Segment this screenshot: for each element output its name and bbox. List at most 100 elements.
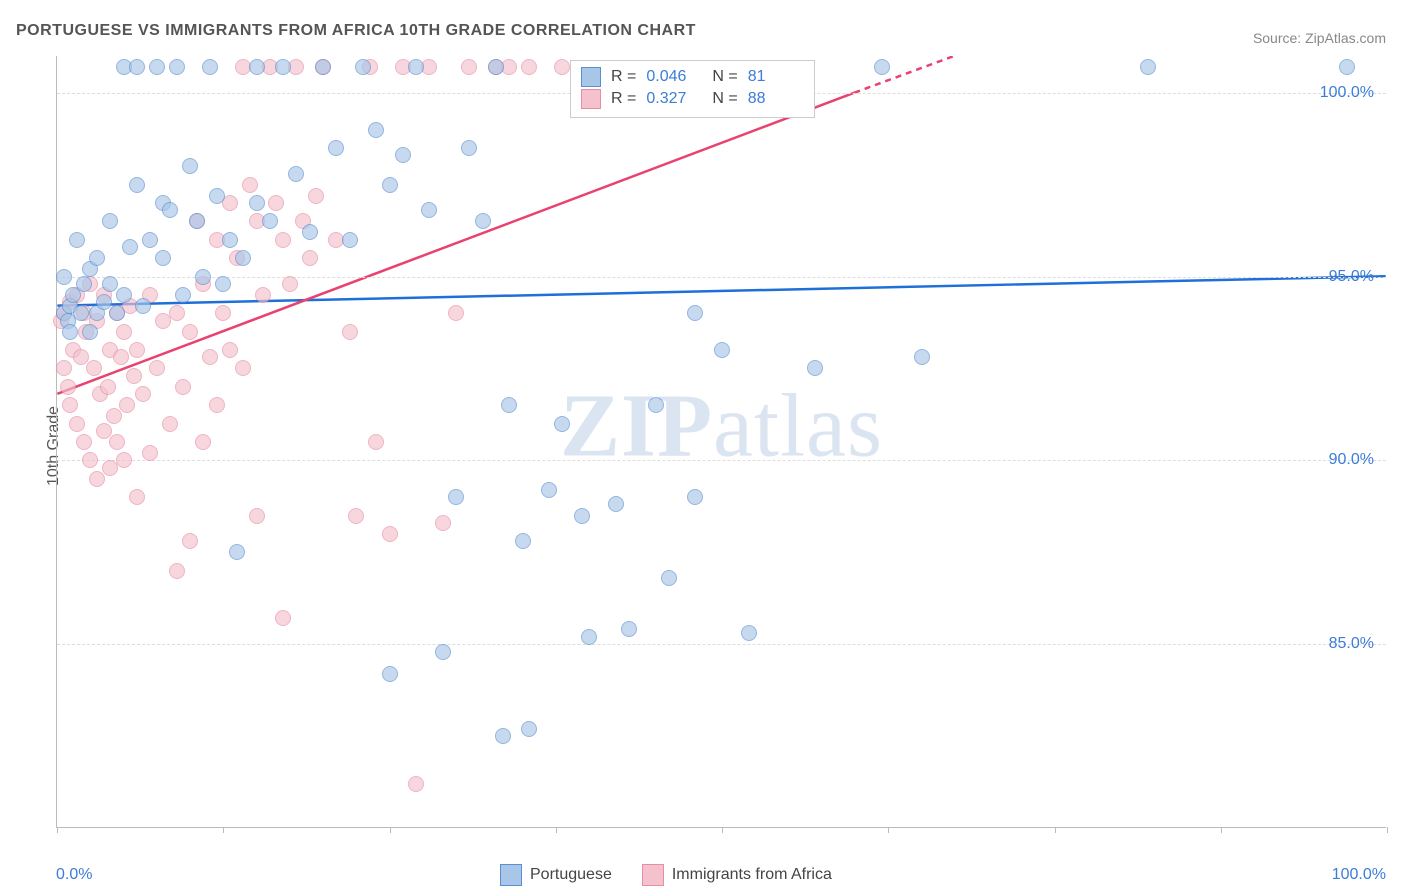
series1-point [182,158,198,174]
series2-point [554,59,570,75]
series2-point [113,349,129,365]
series2-point [69,416,85,432]
r-equals-label: R = [611,68,636,86]
series2-point [348,508,364,524]
series2-point [342,324,358,340]
series2-point [235,360,251,376]
series2-point [116,324,132,340]
regression-lines [57,56,1386,827]
series1-point [215,276,231,292]
series1-point [521,721,537,737]
series2-point [73,349,89,365]
series1-point [914,349,930,365]
series1-point [621,621,637,637]
series1-point [874,59,890,75]
series1-n-value: 81 [748,68,804,86]
series1-point [129,177,145,193]
series1-point [408,59,424,75]
series1-point [461,140,477,156]
series1-point [56,269,72,285]
series2-point [368,434,384,450]
series1-point [687,305,703,321]
series1-point [574,508,590,524]
series1-point [249,195,265,211]
series2-point [448,305,464,321]
series1-point [73,305,89,321]
series2-point [382,526,398,542]
series2-point [129,342,145,358]
series1-point [149,59,165,75]
y-tick-label: 85.0% [1329,635,1374,653]
series2-point [82,452,98,468]
series2-point [242,177,258,193]
x-tick [722,827,723,833]
bottom-legend: Portuguese Immigrants from Africa [500,864,832,886]
series1-point [488,59,504,75]
legend-item-series2: Immigrants from Africa [642,864,832,886]
series1-point [495,728,511,744]
series2-point [408,776,424,792]
series1-point [288,166,304,182]
stats-row-series2: R = 0.327 N = 88 [581,89,804,109]
series1-point [135,298,151,314]
series1-point [475,213,491,229]
gridline [57,460,1386,461]
series2-point [275,232,291,248]
series2-legend-label: Immigrants from Africa [672,866,832,884]
series1-point [608,496,624,512]
stats-row-series1: R = 0.046 N = 81 [581,67,804,87]
series1-point [96,294,112,310]
series2-point [100,379,116,395]
series1-point [142,232,158,248]
series2-r-value: 0.327 [646,90,702,108]
series1-point [687,489,703,505]
series1-point [162,202,178,218]
series1-point [661,570,677,586]
series2-point [62,397,78,413]
series1-swatch-icon [581,67,601,87]
series1-point [116,287,132,303]
series1-point [62,324,78,340]
series1-point [155,250,171,266]
series1-point [122,239,138,255]
series1-point [448,489,464,505]
series2-point [175,379,191,395]
series1-point [235,250,251,266]
series1-point [209,188,225,204]
series1-point [368,122,384,138]
x-tick [1221,827,1222,833]
n-equals-label: N = [712,68,737,86]
series1-point [89,250,105,266]
series1-legend-label: Portuguese [530,866,612,884]
series2-point [202,349,218,365]
series1-point [302,224,318,240]
series1-point [169,59,185,75]
series1-point [714,342,730,358]
series1-swatch-icon [500,864,522,886]
chart-source: Source: ZipAtlas.com [1253,30,1386,46]
series2-swatch-icon [642,864,664,886]
series2-point [56,360,72,376]
series1-point [382,177,398,193]
x-axis-max-label: 100.0% [1332,866,1386,884]
series1-point [69,232,85,248]
correlation-scatter-chart: PORTUGUESE VS IMMIGRANTS FROM AFRICA 10T… [0,0,1406,892]
series1-point [175,287,191,303]
series2-point [255,287,271,303]
series2-point [182,324,198,340]
series2-swatch-icon [581,89,601,109]
series1-point [435,644,451,660]
x-tick [556,827,557,833]
series1-point [102,213,118,229]
series1-point [76,276,92,292]
series2-point [109,434,125,450]
x-tick [390,827,391,833]
series2-point [162,416,178,432]
series2-point [222,342,238,358]
series1-point [189,213,205,229]
series2-point [435,515,451,531]
series1-point [249,59,265,75]
series2-point [209,397,225,413]
series2-point [86,360,102,376]
series1-point [648,397,664,413]
